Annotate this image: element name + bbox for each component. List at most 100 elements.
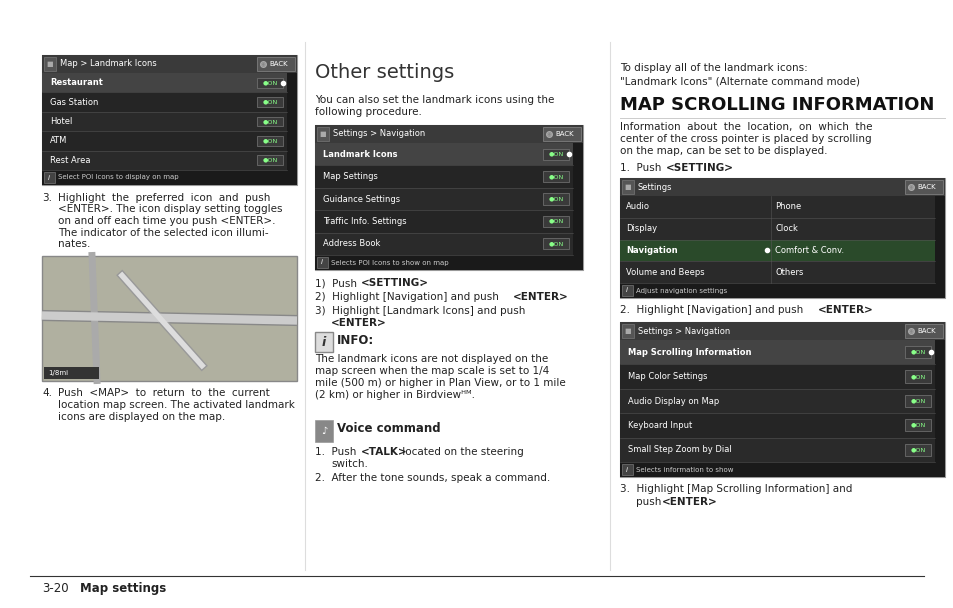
Text: Highlight  the  preferred  icon  and  push: Highlight the preferred icon and push	[58, 193, 270, 203]
Bar	[42, 170, 296, 185]
Bar	[314, 233, 573, 255]
Bar	[542, 171, 568, 182]
Bar	[619, 322, 944, 340]
Text: 1/8mi: 1/8mi	[48, 370, 68, 376]
Text: 3.: 3.	[42, 193, 52, 203]
Bar	[256, 117, 283, 126]
Bar	[314, 210, 573, 233]
Bar	[904, 395, 930, 407]
Bar	[316, 127, 329, 141]
Text: ■: ■	[624, 184, 631, 190]
Bar	[287, 73, 296, 170]
Text: map screen when the map scale is set to 1/4: map screen when the map scale is set to …	[314, 366, 549, 376]
Bar	[314, 332, 333, 352]
Text: i: i	[321, 336, 326, 348]
Bar	[619, 340, 934, 364]
Text: ■: ■	[47, 61, 53, 67]
Text: Clock: Clock	[775, 224, 798, 233]
Bar	[619, 178, 944, 196]
Text: BACK: BACK	[917, 328, 935, 334]
Bar	[256, 156, 283, 165]
Bar	[314, 255, 582, 270]
Bar	[314, 143, 573, 165]
Text: Select POI Icons to display on map: Select POI Icons to display on map	[58, 174, 178, 181]
Text: location map screen. The activated landmark: location map screen. The activated landm…	[58, 400, 294, 410]
Bar	[934, 340, 944, 462]
Text: The indicator of the selected icon illumi-: The indicator of the selected icon illum…	[58, 227, 269, 238]
Text: mile (500 m) or higher in Plan View, or to 1 mile: mile (500 m) or higher in Plan View, or …	[314, 378, 565, 388]
Bar	[619, 364, 934, 389]
Bar	[256, 78, 283, 88]
Bar	[619, 322, 944, 477]
Bar	[542, 216, 568, 227]
Text: INFO:: INFO:	[336, 334, 374, 347]
Text: Settings > Navigation: Settings > Navigation	[638, 326, 729, 336]
Text: ●ON: ●ON	[548, 196, 563, 201]
Text: <SETTING>: <SETTING>	[360, 278, 429, 288]
Text: push: push	[636, 497, 664, 507]
Text: i: i	[320, 260, 323, 266]
Text: You can also set the landmark icons using the: You can also set the landmark icons usin…	[314, 95, 554, 105]
Bar	[542, 127, 580, 141]
Text: ●ON: ●ON	[909, 447, 924, 452]
Bar	[542, 148, 568, 160]
Text: ●ON: ●ON	[548, 174, 563, 179]
Text: .: .	[862, 305, 864, 315]
Text: BACK: BACK	[917, 184, 935, 190]
Text: To display all of the landmark icons:: To display all of the landmark icons:	[619, 63, 807, 73]
Bar	[619, 218, 934, 240]
Text: <ENTER>: <ENTER>	[817, 305, 873, 315]
Bar	[619, 389, 934, 413]
Text: Information  about  the  location,  on  which  the: Information about the location, on which…	[619, 122, 872, 132]
Text: Guidance Settings: Guidance Settings	[323, 195, 399, 204]
Text: ●ON: ●ON	[262, 80, 277, 85]
Text: BACK: BACK	[270, 61, 288, 67]
Text: ●ON: ●ON	[262, 100, 277, 105]
Bar	[904, 420, 930, 432]
Text: <TALK>: <TALK>	[360, 447, 407, 457]
Bar	[314, 420, 333, 442]
Text: ◉: ◉	[546, 131, 551, 137]
Text: ATM: ATM	[50, 136, 68, 145]
Text: Small Step Zoom by Dial: Small Step Zoom by Dial	[627, 445, 731, 454]
Bar	[621, 180, 634, 194]
Bar	[619, 261, 934, 283]
Text: i: i	[48, 174, 50, 181]
Bar	[42, 92, 287, 112]
Text: The landmark icons are not displayed on the: The landmark icons are not displayed on …	[314, 354, 548, 364]
Bar	[619, 196, 934, 218]
Bar	[904, 444, 930, 456]
Bar	[44, 367, 99, 379]
Text: located on the steering: located on the steering	[398, 447, 523, 457]
Bar	[42, 151, 287, 170]
Text: 1)  Push: 1) Push	[314, 278, 360, 288]
Bar	[42, 131, 287, 151]
Text: ●ON: ●ON	[909, 374, 924, 379]
Bar	[44, 57, 56, 71]
Text: "Landmark Icons" (Alternate command mode): "Landmark Icons" (Alternate command mode…	[619, 76, 859, 86]
Text: 2.  Highlight [Navigation] and push: 2. Highlight [Navigation] and push	[619, 305, 805, 315]
Text: .: .	[723, 163, 726, 173]
Text: Address Book: Address Book	[323, 240, 380, 248]
Bar	[256, 57, 294, 71]
Text: Settings: Settings	[638, 182, 672, 192]
Text: 2)  Highlight [Navigation] and push: 2) Highlight [Navigation] and push	[314, 292, 501, 302]
Text: ●ON: ●ON	[909, 398, 924, 404]
Text: Adjust navigation settings: Adjust navigation settings	[636, 288, 726, 294]
Text: .: .	[376, 318, 380, 328]
Text: Map > Landmark Icons: Map > Landmark Icons	[60, 60, 156, 69]
Text: Settings > Navigation: Settings > Navigation	[333, 130, 425, 139]
Bar	[934, 196, 944, 283]
Text: Landmark Icons: Landmark Icons	[323, 150, 397, 159]
Text: nates.: nates.	[58, 239, 91, 249]
Text: Audio: Audio	[625, 202, 649, 212]
Bar	[256, 97, 283, 107]
Bar	[42, 55, 296, 73]
Text: <SETTING>: <SETTING>	[665, 163, 733, 173]
Bar	[619, 413, 934, 438]
Text: 2.  After the tone sounds, speak a command.: 2. After the tone sounds, speak a comman…	[314, 473, 550, 483]
Bar	[904, 370, 930, 382]
Text: ●ON: ●ON	[909, 423, 924, 428]
Text: following procedure.: following procedure.	[314, 107, 421, 117]
Bar	[619, 178, 944, 298]
